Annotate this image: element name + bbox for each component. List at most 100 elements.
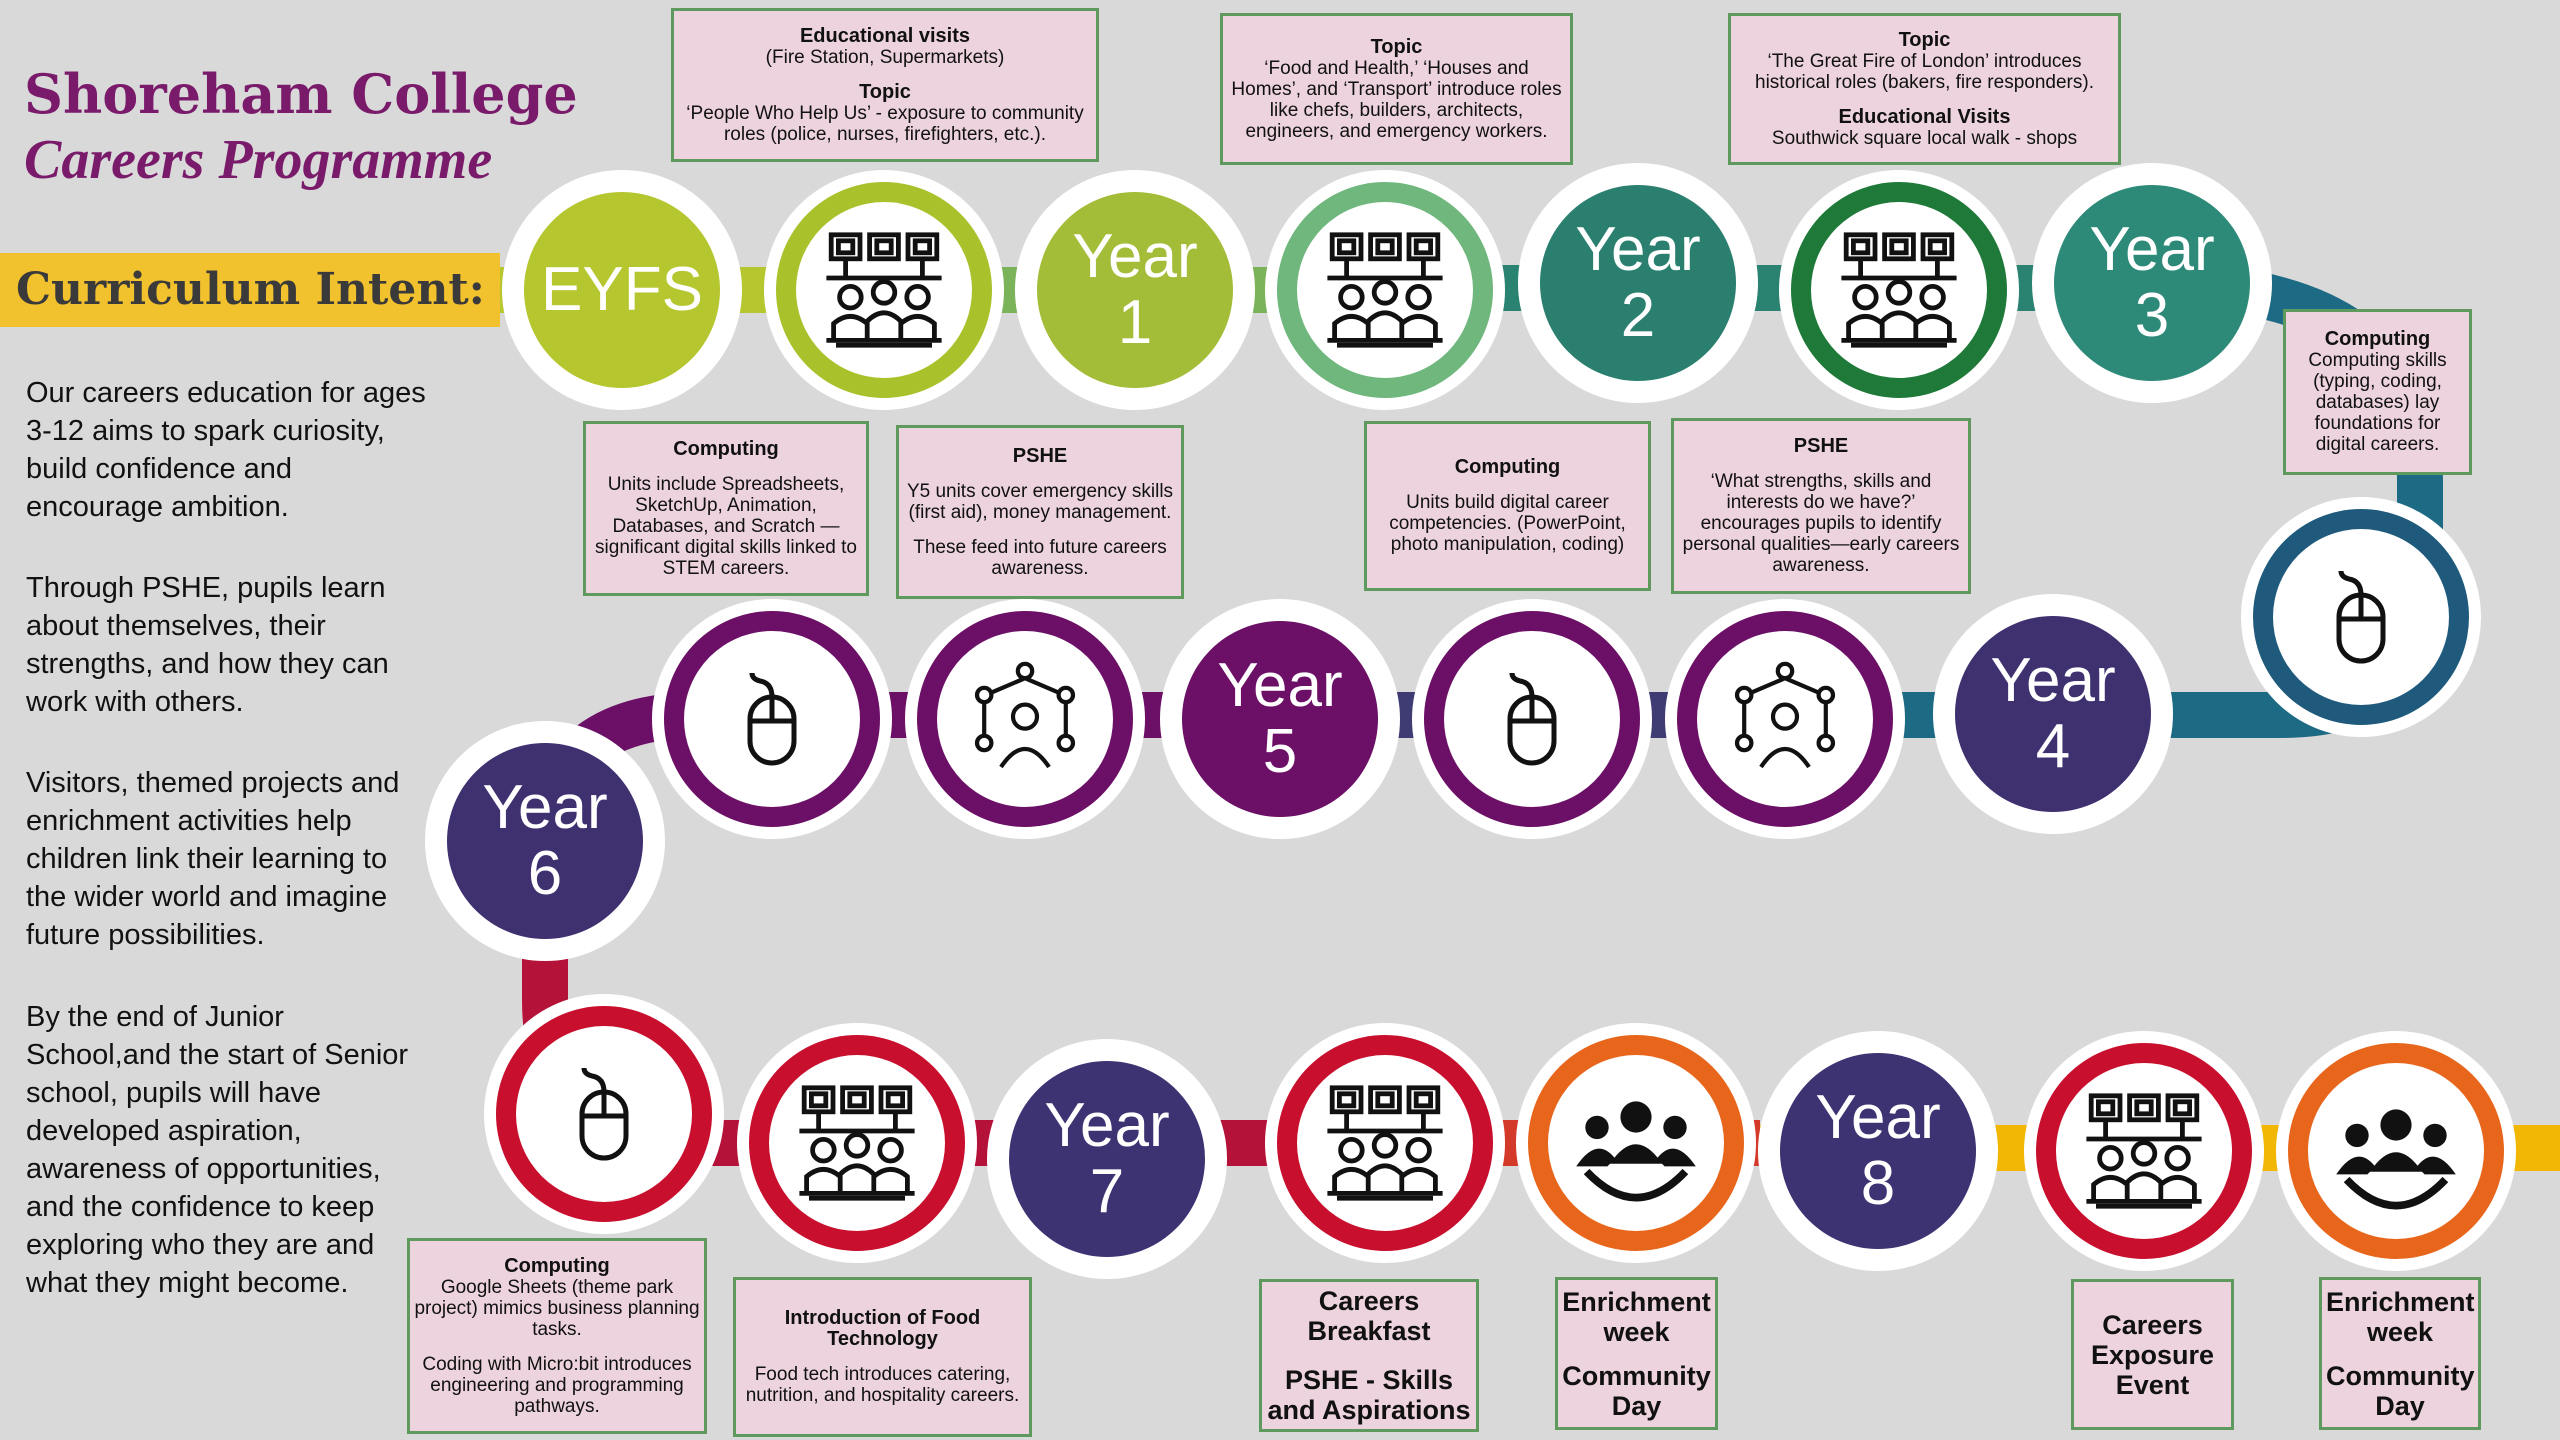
box-text: Computing skills (typing, coding, databa… [2308,350,2447,455]
stage-label: Year [1044,1091,1170,1160]
school-title: Shoreham College [24,62,578,126]
stage-number: 3 [2134,281,2170,350]
people-network-icon [965,659,1085,779]
box-text: Community Day [2326,1360,2475,1421]
enrichment-week-box: Enrichment week Community Day [2319,1277,2481,1430]
activity-node [764,170,1004,410]
activity-node [652,599,892,839]
box-heading: Computing [2324,328,2431,350]
stage-label: Year [1815,1083,1941,1152]
community-group-icon [2331,1086,2461,1216]
stage-label: Year [482,773,608,842]
stage-number: 1 [1117,288,1153,357]
stage-label: Year [1575,215,1701,284]
box-heading: Educational Visits [1838,105,2011,128]
presentation-audience-icon [2084,1091,2204,1211]
activity-node [905,599,1145,839]
activity-node [1265,170,1505,410]
stage-label: Year [1072,222,1198,291]
activity-node [737,1023,977,1263]
box-text: Southwick square local walk - shops [1771,127,2078,149]
box-heading: Computing [673,437,779,460]
stage-year-1: Year 1 [1015,170,1255,410]
stage-label: Year [1990,646,2116,715]
activity-node [2241,497,2481,737]
box-heading: PSHE [1793,435,1849,457]
computer-mouse-icon [1482,669,1582,769]
box-text: ‘Food and Health,’ ‘Houses and Homes’, a… [1231,57,1562,142]
box-text: ‘People Who Help Us’ - exposure to commu… [686,102,1084,145]
box-text: Enrichment week [1562,1286,1711,1347]
stage-number: 5 [1262,717,1298,786]
stage-year-8: Year 8 [1758,1031,1998,1271]
stage-year-2: Year 2 [1518,163,1758,403]
box-heading: Topic [1898,28,1951,51]
computer-mouse-icon [722,669,822,769]
stage-year-4: Year 4 [1933,594,2173,834]
box-text: Y5 units cover emergency skills (first a… [906,480,1174,523]
box-heading: Educational visits [799,24,971,47]
box-text: ‘The Great Fire of London’ introduces hi… [1755,50,2094,93]
intro-paragraph: Our careers education for ages 3-12 aims… [26,377,426,523]
activity-node [1265,1023,1505,1263]
stage-year-3: Year 3 [2032,163,2272,403]
stage-number: 8 [1860,1149,1896,1218]
community-group-icon [1571,1078,1701,1208]
box-text: PSHE - Skills and Aspirations [1267,1365,1471,1425]
box-heading: Computing [504,1254,610,1277]
box-text: Units include Spreadsheets, SketchUp, An… [595,473,857,579]
box-text: These feed into future careers awareness… [913,536,1167,579]
box-text: Community Day [1562,1360,1711,1421]
presentation-audience-icon [1839,230,1959,350]
year2-topic-box: Topic ‘The Great Fire of London’ introduc… [1728,13,2121,165]
intro-paragraph: Visitors, themed projects and enrichment… [26,767,400,951]
stage-number: 7 [1089,1157,1125,1226]
stage-year-5: Year 5 [1160,599,1400,839]
stage-year-6: Year 6 [425,721,665,961]
year7-computing-box: Computing Google Sheets (theme park proje… [407,1238,707,1434]
year4-computing-box: Computing Units build digital career comp… [1364,421,1651,591]
activity-node [2024,1031,2264,1271]
programme-subtitle: Careers Programme [24,129,493,191]
box-text: Units build digital career competencies.… [1389,492,1626,555]
careers-breakfast-box: Careers Breakfast PSHE - Skills and Aspir… [1259,1279,1479,1432]
stage-year-7: Year 7 [987,1039,1227,1279]
enrichment-week-box: Enrichment week Community Day [1555,1277,1718,1430]
stage-number: 4 [2035,712,2071,781]
computer-mouse-icon [554,1064,654,1164]
stage-number: 6 [527,839,563,908]
presentation-audience-icon [797,1083,917,1203]
box-text: Careers Breakfast [1307,1286,1431,1346]
box-heading: Computing [1454,456,1561,478]
stage-number: 2 [1620,281,1656,350]
stage-label: EYFS [541,255,703,324]
activity-node [1779,170,2019,410]
activity-node [2276,1031,2516,1271]
curriculum-intent-heading: Curriculum Intent: [0,253,500,327]
year1-topic-box: Topic ‘Food and Health,’ ‘Houses and Home… [1220,13,1573,165]
box-heading: Introduction of Food Technology [784,1307,981,1350]
box-text: Food tech introduces catering, nutrition… [745,1364,1020,1406]
box-heading: Topic [1370,35,1423,58]
year4-pshe-box: PSHE ‘What strengths, skills and interest… [1671,418,1971,594]
box-heading: Topic [859,80,911,103]
stage-eyfs: EYFS [502,170,742,410]
computer-mouse-icon [2311,567,2411,667]
box-heading: PSHE [1012,444,1068,467]
intro-paragraph: By the end of Junior School,and the star… [26,1001,409,1299]
activity-node [1412,599,1652,839]
activity-node [484,994,724,1234]
box-text: ‘What strengths, skills and interests do… [1682,471,1960,576]
activity-node [1516,1023,1756,1263]
year3-computing-box: Computing Computing skills (typing, codin… [2283,309,2472,475]
presentation-audience-icon [1325,1083,1445,1203]
box-text: Google Sheets (theme park project) mimic… [414,1276,700,1340]
eyfs-info-box: Educational visits (Fire Station, Superma… [671,8,1099,162]
stage-label: Year [1217,651,1343,720]
presentation-audience-icon [824,230,944,350]
year7-food-tech-box: Introduction of Food Technology Food tech… [733,1277,1032,1437]
intro-paragraph: Through PSHE, pupils learn about themsel… [26,572,389,718]
people-network-icon [1725,659,1845,779]
presentation-audience-icon [1325,230,1445,350]
careers-exposure-box: Careers Exposure Event [2071,1279,2234,1430]
